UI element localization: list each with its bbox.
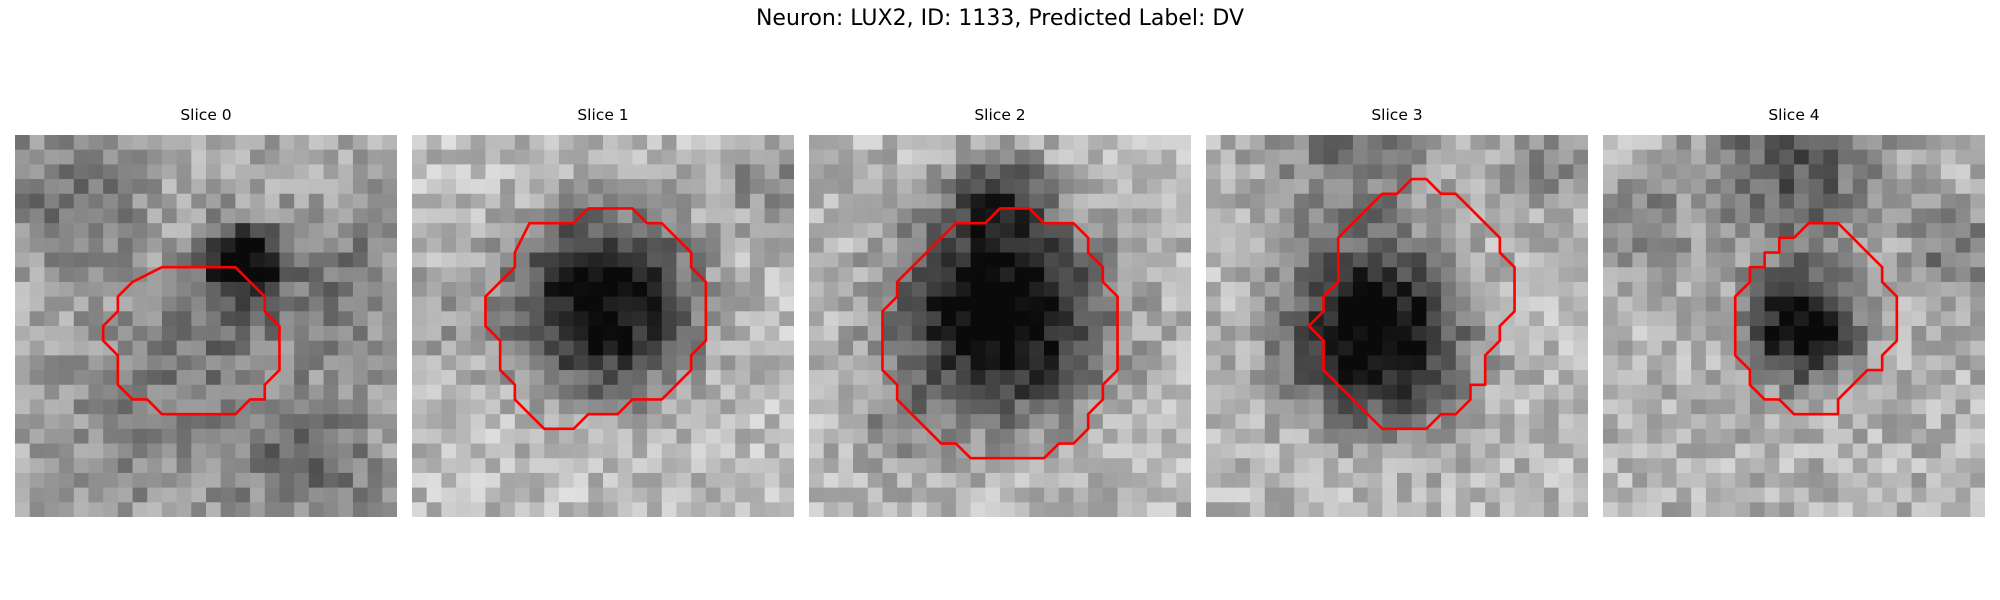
microscopy-slice-image xyxy=(15,135,397,517)
microscopy-slice-image xyxy=(1206,135,1588,517)
roi-contour xyxy=(484,207,708,431)
slice-title: Slice 1 xyxy=(577,106,629,124)
microscopy-slice-image xyxy=(1603,135,1985,517)
slice-title: Slice 2 xyxy=(974,106,1026,124)
roi-contour xyxy=(1307,177,1516,431)
microscopy-slice-image xyxy=(809,135,1191,517)
slice-panel-1: Slice 1 xyxy=(412,106,794,517)
figure-title: Neuron: LUX2, ID: 1133, Predicted Label:… xyxy=(755,6,1245,31)
slice-title: Slice 0 xyxy=(180,106,232,124)
slice-panels: Slice 0 Slice 1 Slice 2 Slice 3 Slice 4 xyxy=(15,106,1999,526)
roi-contour xyxy=(101,265,281,416)
slice-panel-0: Slice 0 xyxy=(15,106,397,517)
slice-panel-2: Slice 2 xyxy=(809,106,1191,517)
roi-contour xyxy=(881,207,1119,460)
microscopy-slice-image xyxy=(412,135,794,517)
slice-title: Slice 3 xyxy=(1371,106,1423,124)
slice-panel-3: Slice 3 xyxy=(1206,106,1588,517)
slice-panel-4: Slice 4 xyxy=(1603,106,1985,517)
slice-title: Slice 4 xyxy=(1768,106,1820,124)
roi-contour xyxy=(1733,221,1899,416)
